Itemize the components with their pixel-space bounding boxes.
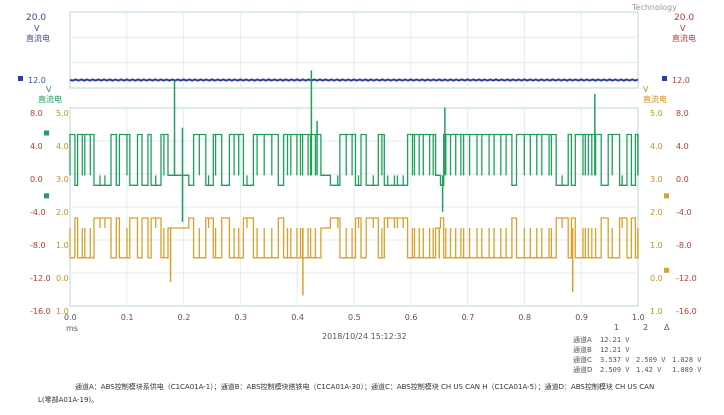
x-tick-label: 0.4 xyxy=(291,313,304,322)
right-outer-tick-label: -12.0 xyxy=(676,274,697,283)
right-inner-tick-label: 3.0 xyxy=(650,175,663,184)
right-outer-tick-label: -16.0 xyxy=(676,307,697,316)
channel-c-trace xyxy=(69,133,639,186)
top-left-max-tick: 20.0 xyxy=(26,13,46,23)
top-right-axis-name: 直流电 xyxy=(672,33,696,43)
cursor-row-v1: 3.537 V xyxy=(600,356,630,364)
right-outer-tick-label: 8.0 xyxy=(676,109,689,118)
x-tick-label: 0.6 xyxy=(405,313,418,322)
bottom-left-unit: V xyxy=(46,85,52,94)
cursor-row-label: 通道D xyxy=(573,365,592,374)
channel-b-marker[interactable] xyxy=(662,76,667,81)
cursor-readout-table: 1 2 Δ 通道A 12.21 V 通道B 12.21 V 通道C 3.537 … xyxy=(573,323,702,374)
x-tick-label: 0.1 xyxy=(121,313,134,322)
x-tick-label: 0.0 xyxy=(64,313,77,322)
right-inner-tick-label: 4.0 xyxy=(650,142,663,151)
channel-d-trace xyxy=(69,217,639,259)
left-outer-tick-label: -12.0 xyxy=(30,274,51,283)
x-tick-label: 0.5 xyxy=(348,313,361,322)
right-outer-tick-label: -4.0 xyxy=(676,208,692,217)
caption-line-1: 通道A：ABS控制模块系供电（C1CA01A-1）；通道B：ABS控制模块搭铁电… xyxy=(75,382,654,391)
channel-d-offset-marker[interactable] xyxy=(664,267,669,273)
top-left-axis-name: 直流电 xyxy=(26,33,50,43)
top-right-max-tick: 20.0 xyxy=(674,13,694,23)
channel-a-marker[interactable] xyxy=(18,76,23,81)
right-inner-tick-label: 1.0 xyxy=(650,241,663,250)
x-tick-label: 0.2 xyxy=(178,313,191,322)
cursor-header-delta: Δ xyxy=(664,323,670,332)
right-outer-tick-label: -8.0 xyxy=(676,241,692,250)
channel-markers[interactable] xyxy=(44,130,669,273)
channel-c-marker[interactable] xyxy=(44,130,49,136)
x-tick-label: 0.8 xyxy=(518,313,531,322)
watermark-text: Technology xyxy=(631,3,677,12)
bottom-right-axis-name: 直流电 xyxy=(643,94,667,104)
top-right-unit: V xyxy=(680,24,686,33)
cursor-header-2: 2 xyxy=(643,323,648,332)
left-inner-tick-label: 1.0 xyxy=(56,241,69,250)
x-tick-label: 0.3 xyxy=(234,313,247,322)
cursor-row-v1: 12.21 V xyxy=(600,336,630,344)
caption-line-2: L(零部A01A-19)。 xyxy=(38,395,98,404)
right-inner-tick-label: 1.0 xyxy=(650,307,663,316)
cursor-row-v2: 2.509 V xyxy=(636,356,666,364)
cursor-row-v2: 1.42 V xyxy=(636,366,662,374)
x-tick-label: 0.9 xyxy=(575,313,588,322)
channel-a-trace xyxy=(69,78,639,82)
bottom-left-axis-name: 直流电 xyxy=(38,94,62,104)
right-inner-tick-label: 0.0 xyxy=(650,274,663,283)
timestamp: 2018/10/24 15:12:32 xyxy=(322,332,407,341)
grid xyxy=(70,12,638,306)
cursor-row-delta: 1.028 V xyxy=(672,356,702,364)
left-inner-tick-label: 5.0 xyxy=(56,109,69,118)
right-outer-tick-label: 0.0 xyxy=(676,175,689,184)
left-inner-tick-label: 1.0 xyxy=(56,307,69,316)
left-inner-tick-label: 0.0 xyxy=(56,274,69,283)
top-left-unit: V xyxy=(34,24,40,33)
left-outer-tick-label: -4.0 xyxy=(30,208,46,217)
channel-d-marker[interactable] xyxy=(664,193,669,199)
cursor-row-label: 通道A xyxy=(573,335,592,344)
cursor-row-v1: 2.509 V xyxy=(600,366,630,374)
cursor-row-label: 通道B xyxy=(573,345,592,354)
top-left-level-tick: 12.0 xyxy=(28,76,46,85)
left-outer-tick-label: -16.0 xyxy=(30,307,51,316)
x-axis-unit: ms xyxy=(66,324,78,333)
left-outer-tick-label: 8.0 xyxy=(30,109,43,118)
axis-ticks: 0.0 0.1 0.2 0.3 0.4 0.5 0.6 0.7 0.8 0.9 1.0 8.0 4.0 0… xyxy=(30,109,697,322)
left-inner-tick-label: 3.0 xyxy=(56,175,69,184)
left-inner-tick-label: 2.0 xyxy=(56,208,69,217)
x-tick-label: 1.0 xyxy=(632,313,645,322)
cursor-row-label: 通道C xyxy=(573,355,592,364)
right-inner-tick-label: 5.0 xyxy=(650,109,663,118)
cursor-row-delta: 1.089 V xyxy=(672,366,702,374)
right-inner-tick-label: 2.0 xyxy=(650,208,663,217)
cursor-header-1: 1 xyxy=(614,323,619,332)
left-outer-tick-label: 0.0 xyxy=(30,175,43,184)
traces xyxy=(69,70,639,296)
left-inner-tick-label: 4.0 xyxy=(56,142,69,151)
channel-c-offset-marker[interactable] xyxy=(44,193,49,199)
bottom-right-unit: V xyxy=(643,85,649,94)
right-outer-tick-label: 4.0 xyxy=(676,142,689,151)
x-tick-label: 0.7 xyxy=(462,313,475,322)
left-outer-tick-label: 4.0 xyxy=(30,142,43,151)
cursor-row-v1: 12.21 V xyxy=(600,346,630,354)
top-right-level-tick: 12.0 xyxy=(672,76,690,85)
left-outer-tick-label: -8.0 xyxy=(30,241,46,250)
